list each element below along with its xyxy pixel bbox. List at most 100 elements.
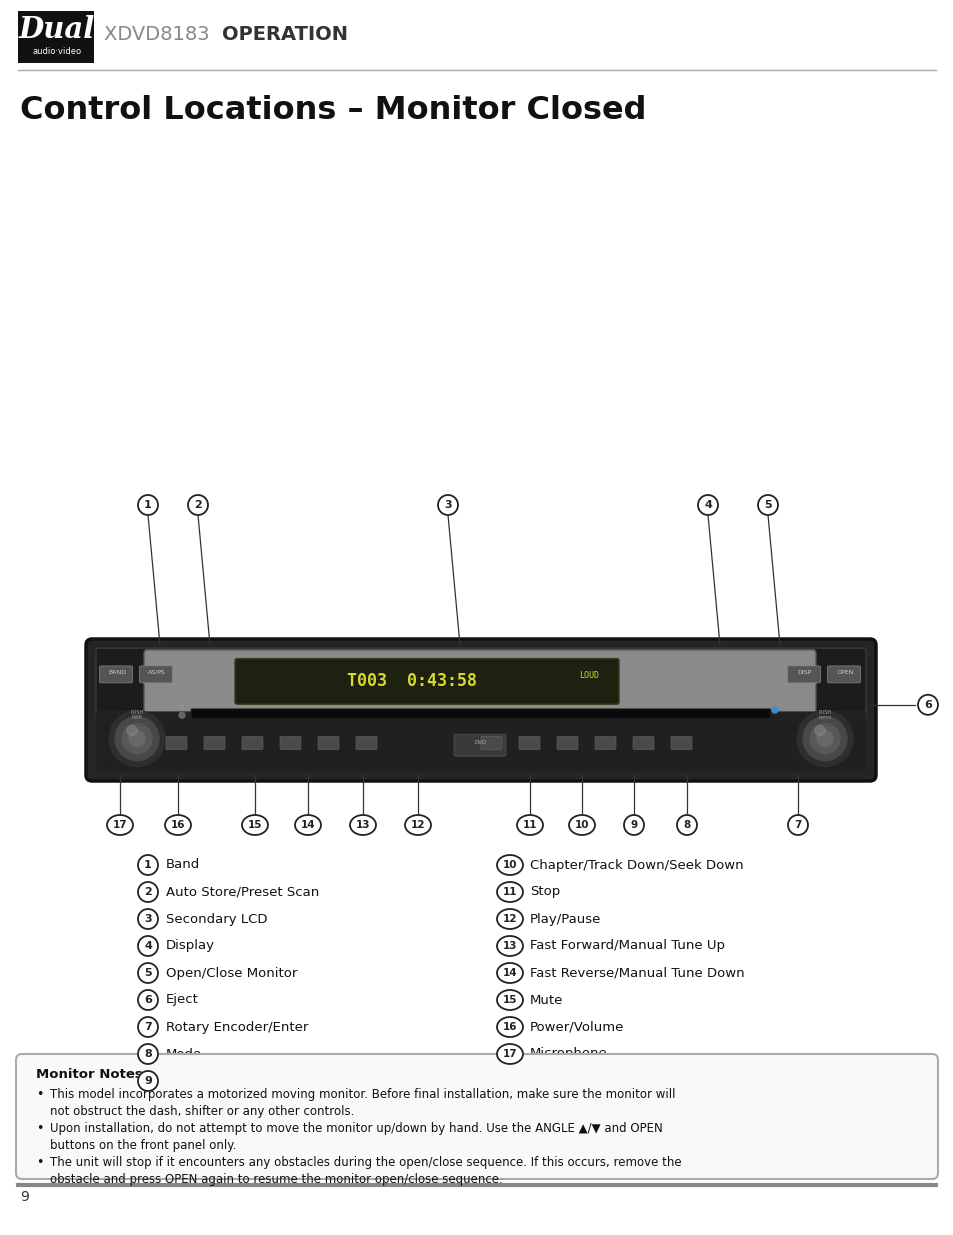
Text: Power/Volume: Power/Volume (530, 1020, 623, 1034)
Text: 1: 1 (144, 500, 152, 510)
Text: 5: 5 (144, 968, 152, 978)
Text: 4: 4 (703, 500, 711, 510)
Ellipse shape (917, 695, 937, 715)
Text: 17: 17 (502, 1049, 517, 1058)
Text: Eject: Eject (166, 993, 198, 1007)
FancyBboxPatch shape (670, 736, 691, 750)
FancyBboxPatch shape (280, 736, 301, 750)
Text: OPERATION: OPERATION (222, 26, 348, 44)
FancyBboxPatch shape (518, 736, 539, 750)
Ellipse shape (677, 815, 697, 835)
Text: Auto Store/Preset Scan: Auto Store/Preset Scan (166, 885, 319, 899)
Text: 7: 7 (794, 820, 801, 830)
Ellipse shape (107, 815, 132, 835)
Text: Stop: Stop (530, 885, 559, 899)
Ellipse shape (188, 495, 208, 515)
Text: LOUD: LOUD (578, 671, 598, 680)
Text: Fast Forward/Manual Tune Up: Fast Forward/Manual Tune Up (530, 940, 724, 952)
Ellipse shape (497, 909, 522, 929)
Circle shape (127, 726, 137, 736)
FancyBboxPatch shape (317, 736, 338, 750)
Text: •: • (36, 1156, 43, 1170)
FancyBboxPatch shape (633, 736, 654, 750)
Text: 2: 2 (193, 500, 202, 510)
Text: XDVD8183: XDVD8183 (104, 26, 215, 44)
Text: 4: 4 (144, 941, 152, 951)
FancyBboxPatch shape (144, 650, 815, 713)
Text: Fast Reverse/Manual Tune Down: Fast Reverse/Manual Tune Down (530, 967, 744, 979)
FancyBboxPatch shape (234, 658, 618, 704)
Text: 16: 16 (502, 1023, 517, 1032)
Circle shape (122, 724, 152, 753)
Ellipse shape (497, 1044, 522, 1065)
Text: 2: 2 (144, 887, 152, 897)
Ellipse shape (242, 815, 268, 835)
Text: AS/PS: AS/PS (148, 669, 166, 674)
Text: PUSH: PUSH (131, 710, 144, 715)
Text: 14: 14 (300, 820, 315, 830)
FancyBboxPatch shape (826, 666, 860, 683)
Ellipse shape (138, 909, 158, 929)
Text: OPEN: OPEN (836, 669, 853, 674)
Text: The unit will stop if it encounters any obstacles during the open/close sequence: The unit will stop if it encounters any … (50, 1156, 680, 1186)
Ellipse shape (138, 1044, 158, 1065)
Text: audio·video: audio·video (32, 47, 81, 57)
Text: 10: 10 (502, 860, 517, 869)
Ellipse shape (758, 495, 778, 515)
Text: T003  0:43:58: T003 0:43:58 (347, 672, 476, 690)
Ellipse shape (350, 815, 375, 835)
Text: MIC: MIC (177, 705, 187, 710)
FancyBboxPatch shape (99, 666, 132, 683)
Text: Upon installation, do not attempt to move the monitor up/down by hand. Use the A: Upon installation, do not attempt to mov… (50, 1123, 662, 1152)
Text: 17: 17 (112, 820, 127, 830)
Ellipse shape (405, 815, 431, 835)
Ellipse shape (497, 855, 522, 876)
FancyBboxPatch shape (139, 666, 172, 683)
Text: Mode: Mode (166, 1047, 202, 1061)
Ellipse shape (497, 882, 522, 902)
Ellipse shape (517, 815, 542, 835)
Text: Display: Display (166, 940, 214, 952)
Text: Chapter/Track Up/Seek Up: Chapter/Track Up/Seek Up (166, 1074, 340, 1088)
Text: 9: 9 (630, 820, 637, 830)
FancyBboxPatch shape (86, 638, 875, 781)
Text: 7: 7 (144, 1023, 152, 1032)
Ellipse shape (623, 815, 643, 835)
Text: Control Locations – Monitor Closed: Control Locations – Monitor Closed (20, 95, 646, 126)
Text: 9: 9 (20, 1191, 29, 1204)
Circle shape (115, 716, 159, 761)
FancyBboxPatch shape (16, 1053, 937, 1179)
Text: 6: 6 (144, 995, 152, 1005)
Text: This model incorporates a motorized moving monitor. Before final installation, m: This model incorporates a motorized movi… (50, 1088, 675, 1118)
FancyBboxPatch shape (595, 736, 616, 750)
Text: Monitor Notes:: Monitor Notes: (36, 1068, 148, 1081)
FancyBboxPatch shape (355, 736, 376, 750)
Ellipse shape (138, 1071, 158, 1091)
Text: 14: 14 (502, 968, 517, 978)
Ellipse shape (568, 815, 595, 835)
Ellipse shape (497, 936, 522, 956)
Ellipse shape (138, 495, 158, 515)
Text: Mute: Mute (530, 993, 563, 1007)
Circle shape (771, 706, 778, 713)
FancyBboxPatch shape (18, 11, 94, 63)
Text: Open/Close Monitor: Open/Close Monitor (166, 967, 297, 979)
Text: 5: 5 (763, 500, 771, 510)
Text: 9: 9 (144, 1076, 152, 1086)
Text: 11: 11 (522, 820, 537, 830)
Circle shape (109, 710, 165, 767)
Circle shape (814, 726, 824, 736)
Ellipse shape (165, 815, 191, 835)
Ellipse shape (138, 936, 158, 956)
Ellipse shape (497, 963, 522, 983)
Text: 11: 11 (502, 887, 517, 897)
Text: 16: 16 (171, 820, 185, 830)
Text: •: • (36, 1088, 43, 1100)
FancyBboxPatch shape (96, 711, 865, 773)
Text: 1: 1 (144, 860, 152, 869)
Ellipse shape (437, 495, 457, 515)
Ellipse shape (497, 1016, 522, 1037)
Text: Play/Pause: Play/Pause (530, 913, 600, 925)
Circle shape (796, 710, 852, 767)
Text: 13: 13 (502, 941, 517, 951)
